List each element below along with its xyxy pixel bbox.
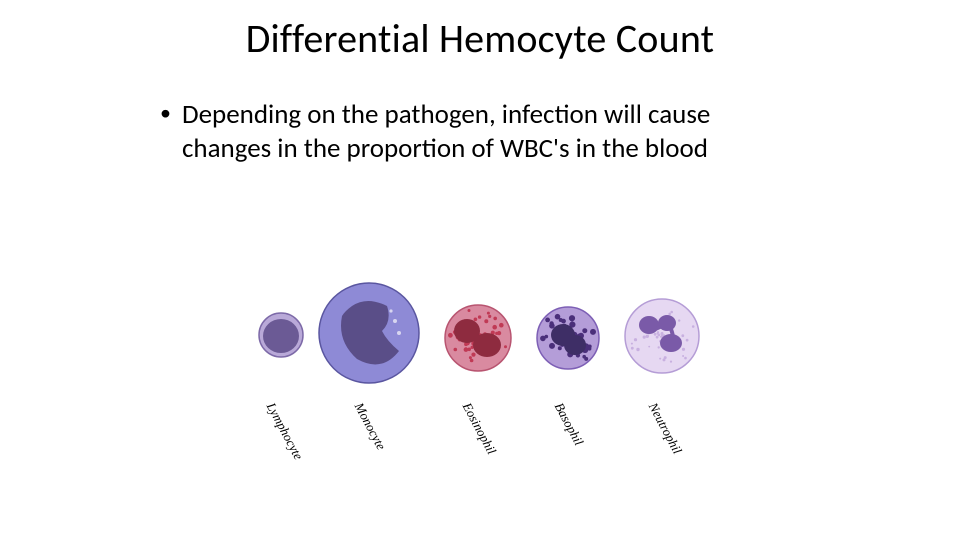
lymphocyte-label: Lymphocyte: [263, 400, 306, 463]
bullet-list: • Depending on the pathogen, infection w…: [160, 98, 800, 166]
basophil-cell-icon: [535, 305, 601, 371]
cells-row: [245, 275, 715, 400]
lymphocyte-cell-icon: [257, 311, 305, 359]
neutrophil-cell-icon: [623, 297, 701, 375]
labels-row: Lymphocyte Monocyte Eosinophil Basophil …: [245, 400, 715, 475]
monocyte-cell-icon: [317, 281, 421, 385]
bullet-item: • Depending on the pathogen, infection w…: [160, 98, 800, 166]
cells-figure: Lymphocyte Monocyte Eosinophil Basophil …: [245, 275, 715, 475]
bullet-text: Depending on the pathogen, infection wil…: [182, 98, 800, 166]
basophil-label: Basophil: [551, 400, 587, 448]
bullet-marker: •: [160, 98, 182, 129]
eosinophil-label: Eosinophil: [459, 400, 500, 457]
eosinophil-cell-icon: [443, 303, 513, 373]
neutrophil-label: Neutrophil: [645, 400, 685, 457]
slide: Differential Hemocyte Count • Depending …: [0, 0, 960, 540]
monocyte-label: Monocyte: [351, 400, 389, 453]
page-title: Differential Hemocyte Count: [0, 14, 960, 63]
